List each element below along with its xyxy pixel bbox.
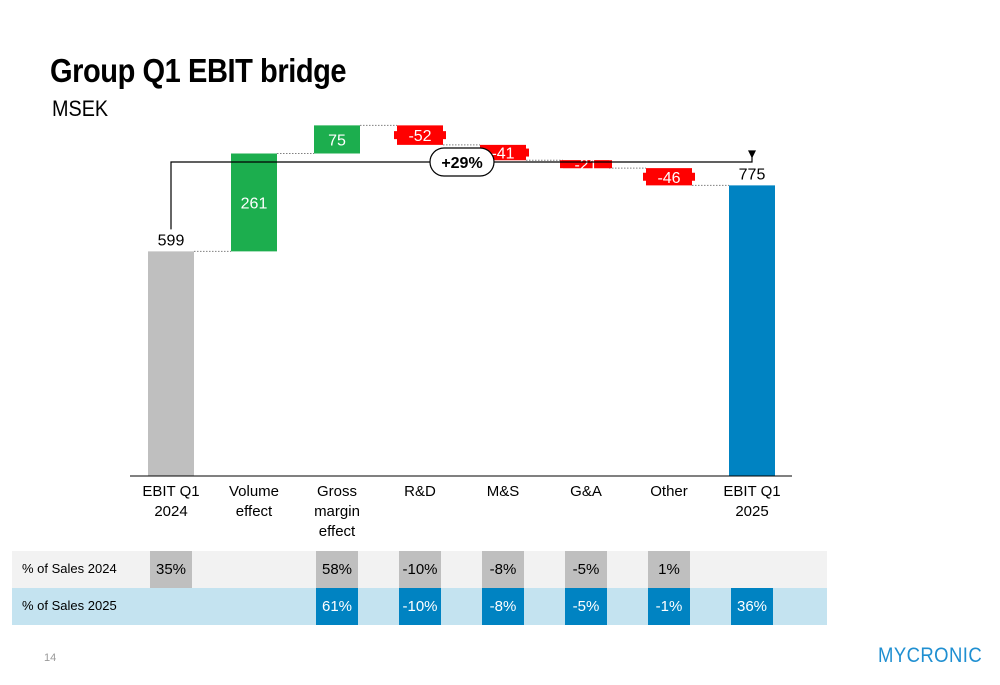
category-label: M&S [486,483,520,500]
mycronic-logo: MYCRONIC [878,644,983,667]
sales-2024-row-label: % of Sales 2024 [22,561,117,576]
bar-value-label: -41 [491,146,514,163]
total-bar [148,251,194,476]
category-label: Volume effect [228,483,280,520]
bar-value-label: -52 [408,128,431,145]
page-number: 14 [44,652,57,664]
sales-2025-cell: 61% [316,588,358,625]
sales-2025-cell: -1% [648,588,690,625]
decrease-bar-tab [643,172,695,181]
increase-bar [314,125,360,154]
page-subtitle: MSEK [52,96,109,121]
page-title: Group Q1 EBIT bridge [50,52,347,89]
growth-badge [429,147,495,177]
sales-2025-cell: -10% [399,588,441,625]
sales-2024-row: % of Sales 2024 35% 58% -10% -8% -5% 1% [12,551,827,588]
total-bar [729,185,775,476]
sales-2024-cell: 35% [150,551,192,588]
bar-value-label: 75 [328,132,346,149]
bar-value-label: 599 [158,232,185,249]
sales-2025-row-label: % of Sales 2025 [22,598,117,613]
decrease-bar-tab [394,131,446,140]
category-label: G&A [570,483,602,500]
growth-arrowhead [748,150,756,159]
increase-bar [231,153,277,252]
sales-2025-row: % of Sales 2025 61% -10% -8% -5% -1% 36% [12,588,827,625]
bar-value-label: -21 [574,157,597,174]
bar-value-label: -46 [657,170,680,187]
category-label: Other [650,483,688,500]
sales-2025-cell: -8% [482,588,524,625]
category-label: R&D [404,483,436,500]
sales-2025-cell: -5% [565,588,607,625]
category-label: Gross margin effect [314,483,360,540]
category-label: EBIT Q1 2024 [142,483,200,520]
bar-value-label: 775 [739,166,766,183]
sales-2024-cell: -8% [482,551,524,588]
sales-2024-cell: -10% [399,551,441,588]
sales-2024-cell: 1% [648,551,690,588]
decrease-bar-tab [477,148,529,157]
sales-2024-cell: -5% [565,551,607,588]
bar-value-label: 261 [241,195,268,212]
growth-label: +29% [441,155,482,172]
category-label: EBIT Q1 2025 [723,483,781,520]
decrease-bar-tab [560,160,612,169]
sales-2024-cell: 58% [316,551,358,588]
sales-2025-cell: 36% [731,588,773,625]
